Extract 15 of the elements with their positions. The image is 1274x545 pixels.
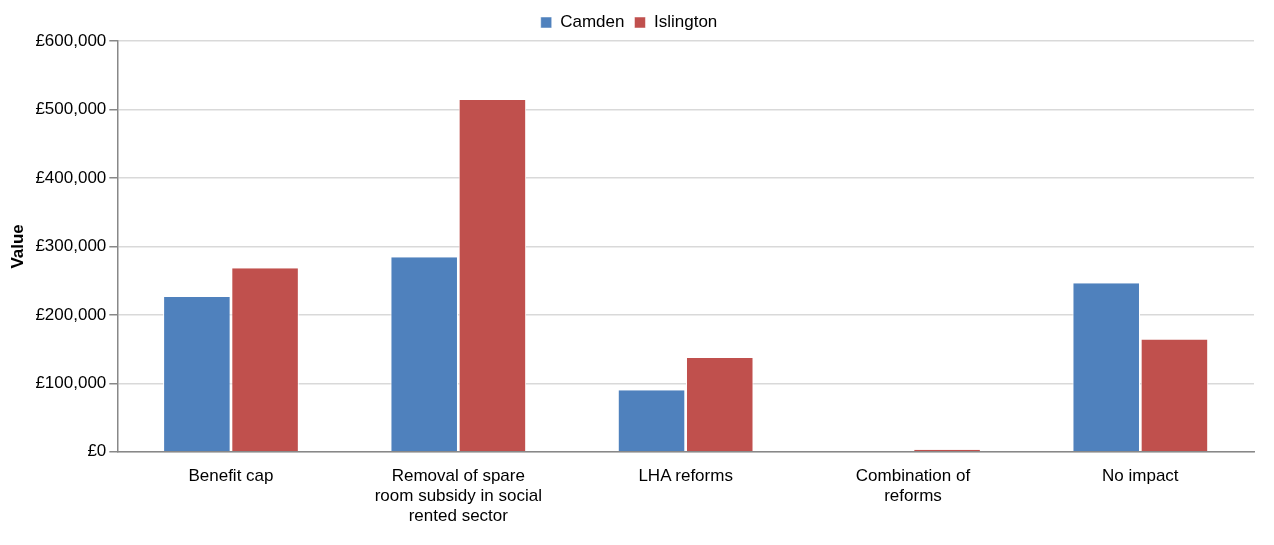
y-tick-label: £0 <box>87 441 107 461</box>
legend-label: Islington <box>653 12 718 32</box>
y-tick-label: £400,000 <box>35 167 107 187</box>
x-tick-label: No impact <box>1102 465 1179 485</box>
y-tick-label: £100,000 <box>35 373 107 393</box>
y-tick-label: £300,000 <box>35 236 107 256</box>
x-tick-label: Removal of spare room subsidy in social rented sector <box>374 465 542 526</box>
legend-label: Camden <box>560 12 625 32</box>
x-tick-label: LHA reforms <box>638 465 733 485</box>
x-tick-label: Combination of reforms <box>855 465 971 506</box>
y-axis-title: Value <box>7 224 27 269</box>
y-tick-label: £200,000 <box>35 304 107 324</box>
y-tick-label: £500,000 <box>35 99 107 119</box>
y-tick-label: £600,000 <box>35 30 107 50</box>
x-tick-label: Benefit cap <box>188 465 274 485</box>
